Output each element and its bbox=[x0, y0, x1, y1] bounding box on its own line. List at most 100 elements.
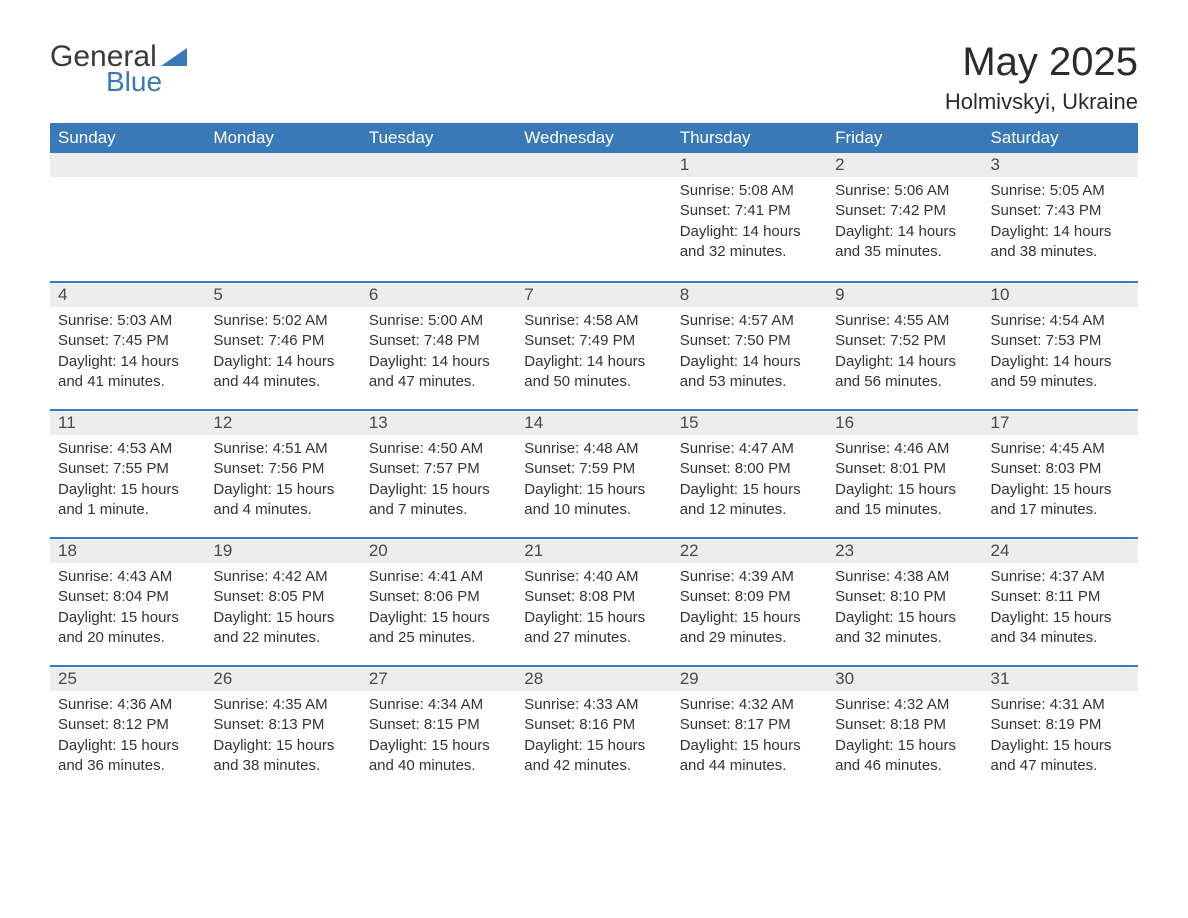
daylight-line: Daylight: 15 hours and 1 minute. bbox=[58, 480, 197, 521]
sunset-line: Sunset: 8:11 PM bbox=[991, 587, 1130, 607]
sunrise-line: Sunrise: 4:47 AM bbox=[680, 439, 819, 459]
calendar-day-empty bbox=[361, 153, 516, 271]
day-details: Sunrise: 4:42 AMSunset: 8:05 PMDaylight:… bbox=[205, 563, 360, 648]
day-number: 22 bbox=[672, 537, 827, 563]
sunset-line: Sunset: 7:52 PM bbox=[835, 331, 974, 351]
calendar-day: 4Sunrise: 5:03 AMSunset: 7:45 PMDaylight… bbox=[50, 281, 205, 399]
sunrise-line: Sunrise: 5:08 AM bbox=[680, 181, 819, 201]
sunset-line: Sunset: 8:12 PM bbox=[58, 715, 197, 735]
calendar-day: 2Sunrise: 5:06 AMSunset: 7:42 PMDaylight… bbox=[827, 153, 982, 271]
calendar-day: 8Sunrise: 4:57 AMSunset: 7:50 PMDaylight… bbox=[672, 281, 827, 399]
calendar-day: 3Sunrise: 5:05 AMSunset: 7:43 PMDaylight… bbox=[983, 153, 1138, 271]
calendar-day: 22Sunrise: 4:39 AMSunset: 8:09 PMDayligh… bbox=[672, 537, 827, 655]
calendar-day: 18Sunrise: 4:43 AMSunset: 8:04 PMDayligh… bbox=[50, 537, 205, 655]
day-number: 13 bbox=[361, 409, 516, 435]
daylight-line: Daylight: 15 hours and 46 minutes. bbox=[835, 736, 974, 777]
day-number: 1 bbox=[672, 153, 827, 177]
daylight-line: Daylight: 14 hours and 38 minutes. bbox=[991, 222, 1130, 263]
logo: General Blue bbox=[50, 40, 187, 98]
calendar-day: 1Sunrise: 5:08 AMSunset: 7:41 PMDaylight… bbox=[672, 153, 827, 271]
day-number: 20 bbox=[361, 537, 516, 563]
daylight-line: Daylight: 15 hours and 42 minutes. bbox=[524, 736, 663, 777]
calendar-day-empty bbox=[205, 153, 360, 271]
sunset-line: Sunset: 7:57 PM bbox=[369, 459, 508, 479]
day-number: 19 bbox=[205, 537, 360, 563]
daylight-line: Daylight: 15 hours and 4 minutes. bbox=[213, 480, 352, 521]
calendar-day-empty bbox=[50, 153, 205, 271]
sunrise-line: Sunrise: 4:32 AM bbox=[835, 695, 974, 715]
day-number: 28 bbox=[516, 665, 671, 691]
daylight-line: Daylight: 15 hours and 7 minutes. bbox=[369, 480, 508, 521]
daylight-line: Daylight: 14 hours and 50 minutes. bbox=[524, 352, 663, 393]
day-details: Sunrise: 4:37 AMSunset: 8:11 PMDaylight:… bbox=[983, 563, 1138, 648]
calendar-day: 10Sunrise: 4:54 AMSunset: 7:53 PMDayligh… bbox=[983, 281, 1138, 399]
day-details: Sunrise: 5:02 AMSunset: 7:46 PMDaylight:… bbox=[205, 307, 360, 392]
day-details: Sunrise: 4:53 AMSunset: 7:55 PMDaylight:… bbox=[50, 435, 205, 520]
sunrise-line: Sunrise: 4:53 AM bbox=[58, 439, 197, 459]
weekday-header: Wednesday bbox=[516, 123, 671, 153]
day-details: Sunrise: 5:05 AMSunset: 7:43 PMDaylight:… bbox=[983, 177, 1138, 262]
calendar-day: 9Sunrise: 4:55 AMSunset: 7:52 PMDaylight… bbox=[827, 281, 982, 399]
sunset-line: Sunset: 8:08 PM bbox=[524, 587, 663, 607]
sunset-line: Sunset: 7:50 PM bbox=[680, 331, 819, 351]
sunrise-line: Sunrise: 4:38 AM bbox=[835, 567, 974, 587]
sunset-line: Sunset: 7:41 PM bbox=[680, 201, 819, 221]
calendar-day: 5Sunrise: 5:02 AMSunset: 7:46 PMDaylight… bbox=[205, 281, 360, 399]
page-title: May 2025 bbox=[945, 40, 1138, 85]
day-details: Sunrise: 4:36 AMSunset: 8:12 PMDaylight:… bbox=[50, 691, 205, 776]
day-number: 12 bbox=[205, 409, 360, 435]
calendar-week: 25Sunrise: 4:36 AMSunset: 8:12 PMDayligh… bbox=[50, 665, 1138, 783]
sunrise-line: Sunrise: 4:55 AM bbox=[835, 311, 974, 331]
calendar-day: 25Sunrise: 4:36 AMSunset: 8:12 PMDayligh… bbox=[50, 665, 205, 783]
sunset-line: Sunset: 8:04 PM bbox=[58, 587, 197, 607]
sunrise-line: Sunrise: 4:35 AM bbox=[213, 695, 352, 715]
calendar-day: 29Sunrise: 4:32 AMSunset: 8:17 PMDayligh… bbox=[672, 665, 827, 783]
sunset-line: Sunset: 8:09 PM bbox=[680, 587, 819, 607]
day-details: Sunrise: 4:33 AMSunset: 8:16 PMDaylight:… bbox=[516, 691, 671, 776]
sunset-line: Sunset: 8:00 PM bbox=[680, 459, 819, 479]
daylight-line: Daylight: 15 hours and 44 minutes. bbox=[680, 736, 819, 777]
day-details: Sunrise: 4:48 AMSunset: 7:59 PMDaylight:… bbox=[516, 435, 671, 520]
sunrise-line: Sunrise: 4:46 AM bbox=[835, 439, 974, 459]
sunrise-line: Sunrise: 4:42 AM bbox=[213, 567, 352, 587]
daylight-line: Daylight: 15 hours and 32 minutes. bbox=[835, 608, 974, 649]
calendar-day: 6Sunrise: 5:00 AMSunset: 7:48 PMDaylight… bbox=[361, 281, 516, 399]
title-block: May 2025 Holmivskyi, Ukraine bbox=[945, 40, 1138, 115]
day-details: Sunrise: 4:35 AMSunset: 8:13 PMDaylight:… bbox=[205, 691, 360, 776]
daylight-line: Daylight: 15 hours and 38 minutes. bbox=[213, 736, 352, 777]
day-number: 11 bbox=[50, 409, 205, 435]
daylight-line: Daylight: 15 hours and 34 minutes. bbox=[991, 608, 1130, 649]
daylight-line: Daylight: 15 hours and 40 minutes. bbox=[369, 736, 508, 777]
calendar-body: 1 Sunrise: 5:08 AMSunset: 7:41 PM Daylight… bbox=[50, 153, 1138, 783]
sunset-line: Sunset: 8:06 PM bbox=[369, 587, 508, 607]
day-details: Sunrise: 4:39 AMSunset: 8:09 PMDaylight:… bbox=[672, 563, 827, 648]
sunset-line: Sunset: 8:01 PM bbox=[835, 459, 974, 479]
day-number: 8 bbox=[672, 281, 827, 307]
calendar-day: 27Sunrise: 4:34 AMSunset: 8:15 PMDayligh… bbox=[361, 665, 516, 783]
daylight-line: Daylight: 15 hours and 25 minutes. bbox=[369, 608, 508, 649]
day-number: 25 bbox=[50, 665, 205, 691]
day-number: 4 bbox=[50, 281, 205, 307]
calendar-day: 26Sunrise: 4:35 AMSunset: 8:13 PMDayligh… bbox=[205, 665, 360, 783]
day-number bbox=[361, 153, 516, 177]
sunrise-line: Sunrise: 4:50 AM bbox=[369, 439, 508, 459]
calendar-week: 18Sunrise: 4:43 AMSunset: 8:04 PMDayligh… bbox=[50, 537, 1138, 655]
calendar-week: 1 Sunrise: 5:08 AMSunset: 7:41 PM Daylight… bbox=[50, 153, 1138, 271]
day-details: Sunrise: 4:34 AMSunset: 8:15 PMDaylight:… bbox=[361, 691, 516, 776]
day-details: Sunrise: 4:38 AMSunset: 8:10 PMDaylight:… bbox=[827, 563, 982, 648]
sunset-line: Sunset: 7:49 PM bbox=[524, 331, 663, 351]
sunset-line: Sunset: 8:17 PM bbox=[680, 715, 819, 735]
day-number: 16 bbox=[827, 409, 982, 435]
day-details: Sunrise: 4:51 AMSunset: 7:56 PMDaylight:… bbox=[205, 435, 360, 520]
sunset-line: Sunset: 7:53 PM bbox=[991, 331, 1130, 351]
calendar-day: 15Sunrise: 4:47 AMSunset: 8:00 PMDayligh… bbox=[672, 409, 827, 527]
sunrise-line: Sunrise: 4:54 AM bbox=[991, 311, 1130, 331]
day-number: 23 bbox=[827, 537, 982, 563]
day-details: Sunrise: 4:57 AMSunset: 7:50 PMDaylight:… bbox=[672, 307, 827, 392]
sunrise-line: Sunrise: 4:45 AM bbox=[991, 439, 1130, 459]
day-number: 29 bbox=[672, 665, 827, 691]
calendar-day: 11Sunrise: 4:53 AMSunset: 7:55 PMDayligh… bbox=[50, 409, 205, 527]
day-details: Sunrise: 4:50 AMSunset: 7:57 PMDaylight:… bbox=[361, 435, 516, 520]
sunrise-line: Sunrise: 4:41 AM bbox=[369, 567, 508, 587]
sunset-line: Sunset: 7:45 PM bbox=[58, 331, 197, 351]
